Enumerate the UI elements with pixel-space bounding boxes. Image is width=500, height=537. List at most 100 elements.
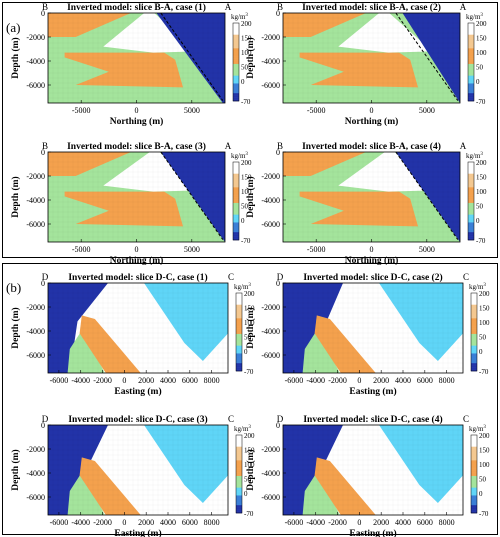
colorbar-segment [236,337,242,341]
colorbar-segment [471,363,477,366]
left-endpoint-label: D [42,414,49,424]
dashed-fault-line [395,13,459,101]
colorbar-segment [236,300,242,304]
blue-fault-block [402,13,460,103]
colorbar-segment [233,171,239,174]
white-core [103,13,198,53]
colorbar-segment [468,222,474,225]
colorbar-segment [471,477,477,481]
orange-wedge [299,191,418,227]
x-axis-label: Easting (m) [349,528,396,537]
colorbar-segment [236,466,242,469]
colorbar-segment [233,202,239,206]
y-axis-label: Depth (m) [10,37,21,78]
colorbar-segment [236,332,242,335]
colorbar-segment [468,224,474,227]
colorbar-segment [471,343,477,346]
colorbar-segment [471,324,477,327]
colorbar-segment [468,99,474,102]
colorbar-tick-label: 200 [479,290,490,298]
colorbar-segment [233,50,239,53]
cyan-block [144,425,228,503]
colorbar-segment [471,501,477,504]
colorbar-segment [471,337,477,341]
colorbar-segment [471,483,477,486]
x-tick-label: -4000 [306,518,325,527]
colorbar-segment [471,345,477,348]
plot-frame [282,424,464,516]
colorbar-unit-exponent: 3 [480,152,483,157]
colorbar-segment [468,87,474,90]
colorbar-segment [471,349,477,352]
y-tick-label: -4000 [261,469,280,478]
colorbar-segment [233,234,239,237]
colorbar-segment [468,218,474,221]
colorbar-tick-label: 150 [244,304,255,312]
y-tick-label: 0 [276,148,280,157]
orange-band [79,315,141,373]
colorbar-segment [233,193,239,196]
white-core [338,13,433,53]
colorbar: 200 150 100 50 0 -70 kg/m3 [466,13,487,106]
left-endpoint-label: B [42,2,48,12]
blue-fault-block [156,13,225,103]
colorbar-segment [471,460,477,463]
colorbar-segment [233,183,239,186]
colorbar-segment [233,75,239,78]
colorbar-tick-label: 100 [244,461,255,469]
y-axis-label: Depth (m) [10,307,21,348]
colorbar-segment [468,165,474,169]
colorbar-segment [233,95,239,98]
colorbar-segment [233,175,239,178]
colorbar-tick-label: -70 [241,237,251,245]
colorbar-segment [468,201,474,204]
colorbar-segment [468,32,474,35]
y-tick-label: -2000 [26,445,45,454]
colorbar-segment [233,187,239,190]
x-tick-label: -2000 [328,376,347,385]
colorbar-tick-label: 50 [479,475,487,483]
x-tick-label: -2000 [93,376,112,385]
colorbar-frame [232,22,240,102]
x-tick-label: 0 [370,106,374,115]
colorbar-segment [471,509,477,512]
colorbar-segment [233,191,239,194]
colorbar-segment [468,46,474,49]
colorbar-segment [233,99,239,102]
colorbar-segment [233,208,239,212]
colorbar-segment [233,85,239,88]
right-endpoint-label: C [228,272,234,282]
colorbar-segment [236,505,242,508]
y-tick-label: -4000 [26,327,45,336]
colorbar-tick-label: 0 [476,217,480,225]
colorbar-segment [471,306,477,309]
colorbar-segment [236,444,242,447]
x-tick-label: 4000 [160,376,176,385]
colorbar-segment [233,79,239,82]
y-tick-label: -4000 [26,196,45,205]
colorbar-segment [468,75,474,78]
colorbar-segment [233,83,239,86]
colorbar-segment [471,444,477,447]
colorbar-segment [468,23,474,26]
colorbar-segment [233,185,239,188]
colorbar-segment [471,369,477,372]
colorbar-segment [233,216,239,219]
colorbar-segment [236,507,242,510]
colorbar-segment [236,446,242,449]
colorbar-tick-label: 150 [244,446,255,454]
colorbar-tick-label: 150 [476,34,487,42]
colorbar-segment [233,163,239,167]
colorbar-segment [468,67,474,71]
green-layer [67,470,105,515]
colorbar-tick-label: -70 [244,510,254,518]
colorbar-segment [468,60,474,63]
colorbar-segment [471,312,477,315]
colorbar-segment [468,171,474,174]
colorbar-segment [471,322,477,325]
colorbar-tick-label: 50 [241,202,249,210]
colorbar-segment [468,199,474,202]
y-tick-label: -2000 [261,303,280,312]
colorbar-segment [236,359,242,362]
colorbar-segment [236,501,242,504]
